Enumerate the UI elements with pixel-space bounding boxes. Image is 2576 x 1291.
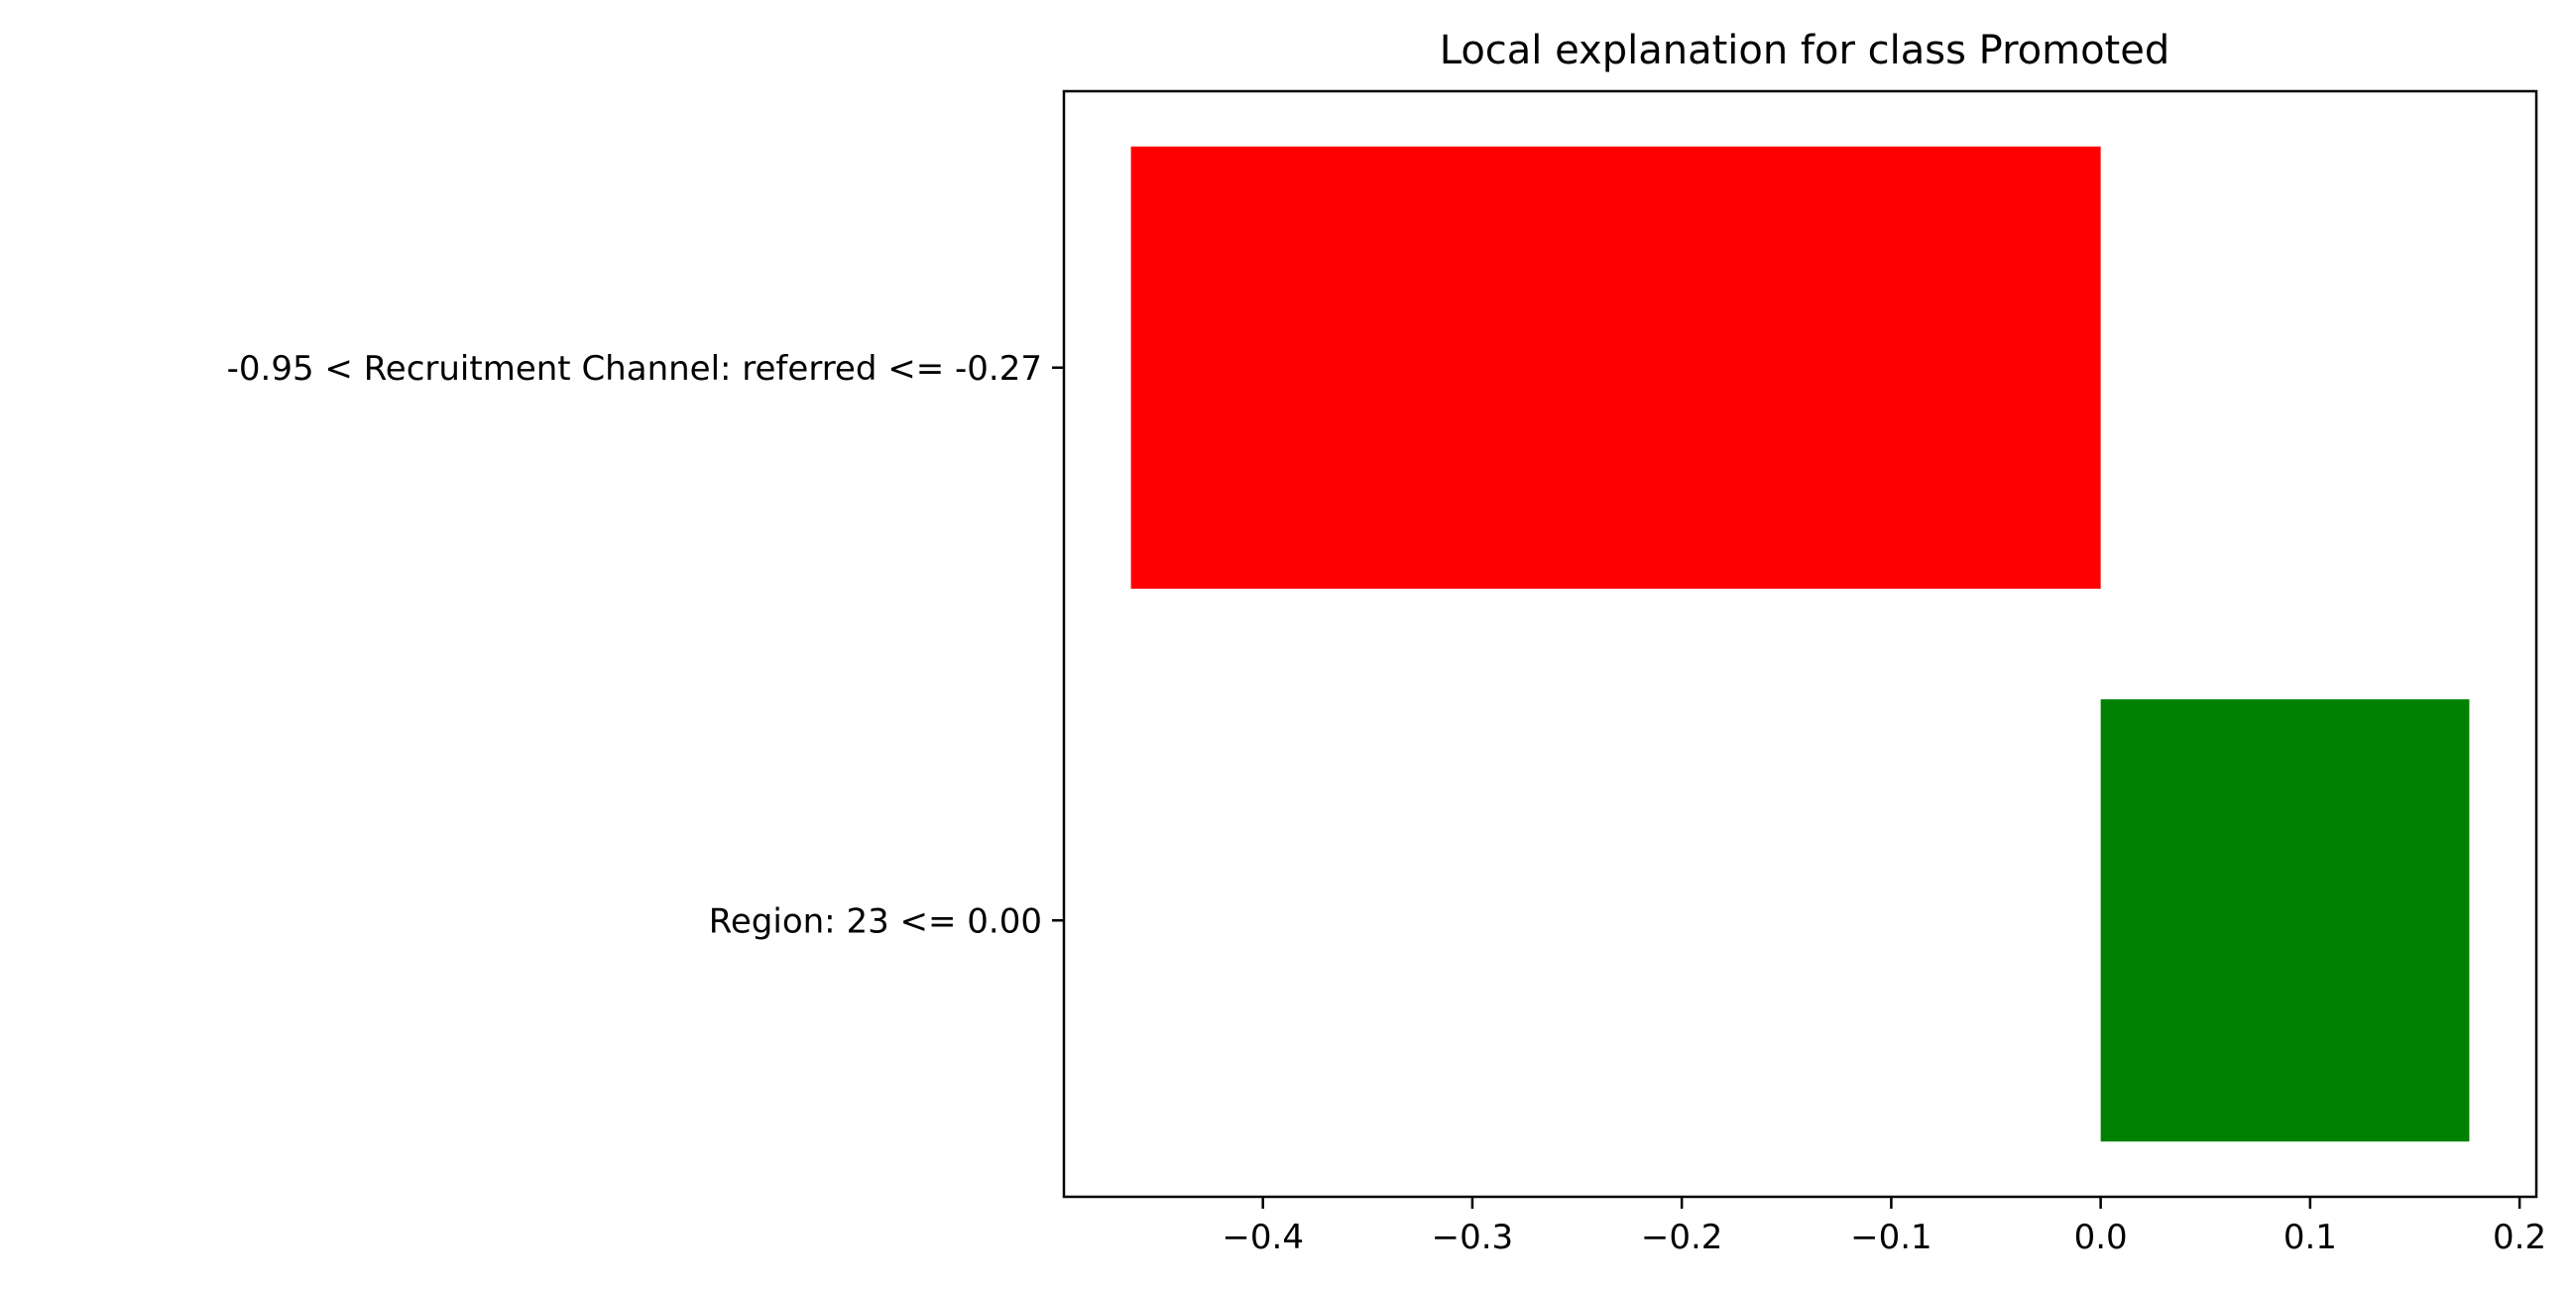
bar-2: [2100, 699, 2470, 1142]
x-tick-label: −0.3: [1432, 1218, 1514, 1257]
y-tick-label: Region: 23 <= 0.00: [709, 901, 1042, 941]
x-tick-label: −0.2: [1641, 1218, 1723, 1257]
x-tick-label: −0.4: [1222, 1218, 1304, 1257]
chart-title: Local explanation for class Promoted: [1440, 28, 2169, 73]
x-tick-label: 0.0: [2074, 1218, 2128, 1257]
y-axis: -0.95 < Recruitment Channel: referred <=…: [227, 349, 1064, 941]
bars: [1130, 146, 2470, 1142]
bar-1: [1130, 146, 2101, 589]
x-tick-label: 0.1: [2283, 1218, 2337, 1257]
plot-frame: [1062, 89, 2538, 1199]
y-tick-label: -0.95 < Recruitment Channel: referred <=…: [227, 349, 1042, 389]
x-tick-label: −0.1: [1850, 1218, 1932, 1257]
x-axis: −0.4 −0.3 −0.2 −0.1 0.0 0.1 0.2: [1222, 1197, 2546, 1257]
x-tick-label: 0.2: [2493, 1218, 2546, 1257]
